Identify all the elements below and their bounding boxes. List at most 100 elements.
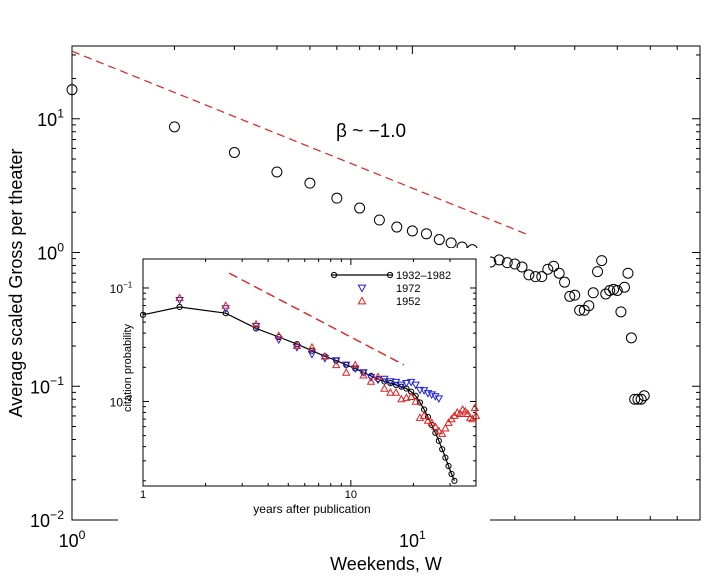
inset-data-point xyxy=(331,357,341,365)
inset-data-point xyxy=(351,365,360,373)
inset-data-point xyxy=(359,369,368,377)
inset-data-point xyxy=(431,422,440,430)
inset-y-tick-label: 10−1 xyxy=(110,281,133,296)
inset-data-point xyxy=(320,351,330,360)
inset-data-point xyxy=(386,378,395,386)
inset-data-point xyxy=(351,360,360,369)
inset-x-tick-label: 1 xyxy=(140,489,146,501)
main-data-point xyxy=(559,276,571,288)
legend-marker xyxy=(357,296,367,305)
inset-data-point xyxy=(292,341,302,349)
main-data-point xyxy=(331,192,343,204)
inset-plot: 1 10 10−2 10−1 years after publication cita… xyxy=(110,248,490,522)
inset-data-point xyxy=(451,477,458,484)
legend-label: 1932–1982 xyxy=(396,270,451,282)
inset-series-1 xyxy=(175,297,444,404)
inset-data-point xyxy=(380,384,389,392)
inset-data-point xyxy=(397,381,406,390)
inset-data-point xyxy=(307,342,317,351)
inset-data-point xyxy=(441,423,450,432)
inset-data-point xyxy=(427,391,436,400)
main-data-point xyxy=(523,269,535,281)
main-y-tick-label: 10−2 xyxy=(30,508,64,531)
inset-data-point xyxy=(434,395,444,404)
main-data-point xyxy=(553,267,565,279)
main-data-point xyxy=(574,304,586,316)
inset-data-point xyxy=(437,429,447,437)
inset-data-point xyxy=(221,305,230,313)
main-data-point xyxy=(493,254,505,266)
inset-data-point xyxy=(448,470,455,478)
inset-data-point xyxy=(444,418,453,426)
main-data-point xyxy=(622,267,634,279)
inset-data-point xyxy=(442,454,449,461)
inset-data-point xyxy=(292,344,302,352)
main-data-point xyxy=(611,284,623,296)
main-data-point xyxy=(168,121,180,133)
main-x-tick-label: 101 xyxy=(399,528,426,551)
inset-data-point xyxy=(359,370,368,379)
inset-data-point xyxy=(366,374,376,382)
main-data-point xyxy=(618,281,630,293)
main-x-axis-label: Weekends, W xyxy=(330,554,442,574)
inset-data-point xyxy=(411,381,420,390)
inset-data-point xyxy=(366,377,376,385)
inset-data-point xyxy=(308,347,316,354)
inset-data-point xyxy=(252,325,260,332)
main-data-point xyxy=(529,271,541,283)
inset-power-law-line xyxy=(228,272,405,366)
inset-background xyxy=(118,248,490,522)
main-fit-line xyxy=(71,50,530,236)
inset-data-point xyxy=(402,379,411,388)
inset-data-point xyxy=(434,426,444,435)
main-data-point xyxy=(304,177,316,189)
main-data-point xyxy=(66,84,78,96)
beta-annotation: β ~ −1.0 xyxy=(336,121,406,142)
main-data-point xyxy=(536,271,548,283)
inset-data-point xyxy=(221,301,230,309)
main-data-point xyxy=(635,393,647,405)
inset-data-point xyxy=(431,393,440,401)
inset-data-point xyxy=(307,351,317,359)
inset-data-point xyxy=(341,368,351,376)
inset-data-point xyxy=(381,378,388,385)
main-data-point xyxy=(596,255,608,267)
inset-data-point xyxy=(373,372,383,381)
main-data-point xyxy=(391,221,403,233)
inset-data-point xyxy=(471,411,481,419)
inset-data-point xyxy=(419,411,429,419)
main-data-point xyxy=(625,332,637,344)
main-data-point xyxy=(373,214,385,226)
inset-data-point xyxy=(424,413,432,421)
inset-data-point xyxy=(427,418,436,426)
main-data-point xyxy=(629,393,641,405)
inset-y-tick-label: 10−2 xyxy=(110,394,133,409)
inset-data-point xyxy=(470,403,480,411)
inset-data-point xyxy=(139,311,147,318)
inset-data-point xyxy=(222,310,229,317)
inset-data-point xyxy=(416,399,424,406)
main-y-tick-label: 10−1 xyxy=(30,374,64,397)
main-data-points xyxy=(66,84,650,405)
legend-marker xyxy=(330,271,338,279)
inset-data-point xyxy=(392,381,400,388)
main-data-point xyxy=(354,202,366,214)
main-data-point xyxy=(501,257,513,269)
inset-data-point xyxy=(435,437,442,444)
main-data-point xyxy=(564,290,576,302)
inset-data-point xyxy=(274,336,284,345)
inset-data-point xyxy=(386,388,395,396)
main-data-point xyxy=(587,287,599,299)
main-data-point xyxy=(228,146,240,158)
main-data-point xyxy=(445,237,457,249)
inset-data-point xyxy=(432,429,439,436)
inset-fit-line xyxy=(228,272,405,366)
inset-x-axis-label: years after publication xyxy=(253,502,370,516)
legend-label: 1972 xyxy=(396,283,420,295)
main-x-tick-label: 100 xyxy=(59,528,86,551)
main-data-point xyxy=(420,228,432,240)
